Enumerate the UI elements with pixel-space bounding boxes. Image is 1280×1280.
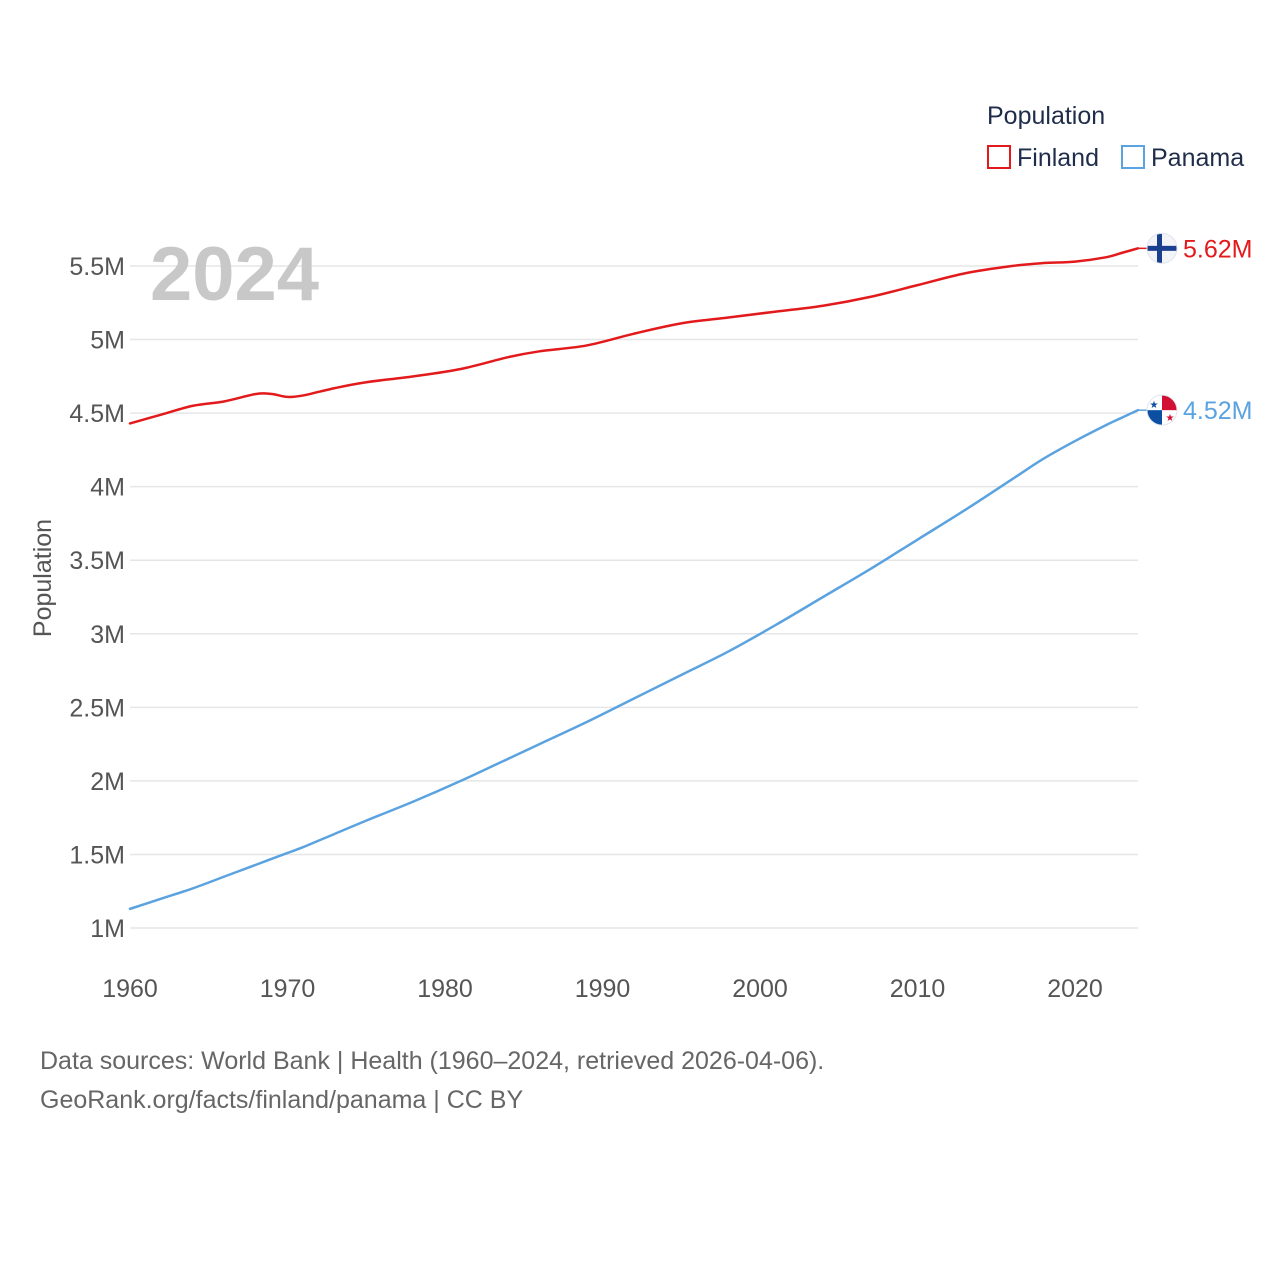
series-lines [128, 247, 1140, 911]
y-tick-label: 5.5M [69, 253, 125, 281]
x-tick-label: 1970 [260, 975, 316, 1003]
end-value-label-finland: 5.62M [1183, 235, 1252, 263]
y-tick-label: 4.5M [69, 400, 125, 428]
y-tick-label: 3.5M [69, 547, 125, 575]
x-tick-label: 2010 [890, 975, 946, 1003]
legend-swatch-panama [1121, 145, 1145, 169]
year-label: 2024 [150, 232, 319, 317]
y-tick-label: 4M [90, 474, 125, 502]
svg-text:★: ★ [1166, 413, 1175, 424]
x-tick-label: 1990 [575, 975, 631, 1003]
attribution-link[interactable]: GeoRank.org/facts/finland/panama | CC BY [40, 1086, 523, 1114]
x-tick-label: 2020 [1047, 975, 1103, 1003]
y-tick-label: 2.5M [69, 694, 125, 722]
y-axis: 1M 1.5M 2M 2.5M 3M 3.5M 4M 4.5M 5M 5.5M [69, 253, 125, 943]
y-tick-label: 3M [90, 621, 125, 649]
legend-swatch-finland [987, 145, 1011, 169]
svg-text:★: ★ [1150, 400, 1159, 411]
series-line-finland [128, 247, 1140, 425]
finland-flag-icon [1146, 232, 1178, 264]
x-tick-label: 1980 [417, 975, 473, 1003]
legend-item-panama[interactable]: Panama [1121, 144, 1244, 172]
legend-title: Population [987, 102, 1105, 130]
x-tick-label: 1960 [102, 975, 158, 1003]
y-tick-label: 1.5M [69, 841, 125, 869]
panama-flag-icon: ★★ [1146, 394, 1178, 426]
legend-label-finland: Finland [1017, 144, 1099, 172]
end-value-label-panama: 4.52M [1183, 397, 1252, 425]
x-axis: 1960 1970 1980 1990 2000 2010 2020 [102, 975, 1103, 1003]
legend-item-finland[interactable]: Finland [987, 144, 1099, 172]
x-tick-label: 2000 [732, 975, 788, 1003]
series-end-markers: 5.62M★★ 4.52M [1138, 232, 1252, 426]
legend-label-panama: Panama [1151, 144, 1244, 172]
y-tick-label: 5M [90, 327, 125, 355]
legend: Population Finland Panama [987, 102, 1244, 172]
grid [130, 265, 1138, 929]
y-tick-label: 1M [90, 915, 125, 943]
series-line-panama [128, 408, 1140, 911]
source-line: Data sources: World Bank | Health (1960–… [40, 1047, 824, 1075]
y-axis-label: Population [29, 519, 57, 637]
y-tick-label: 2M [90, 768, 125, 796]
